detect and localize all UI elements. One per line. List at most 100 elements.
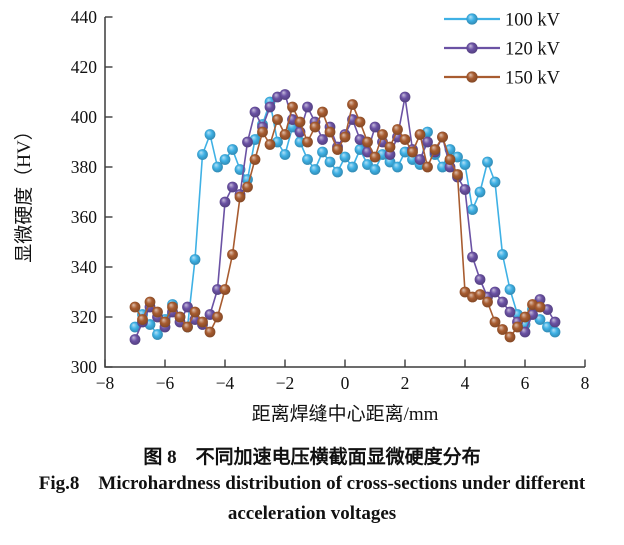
data-point bbox=[377, 129, 388, 140]
data-point bbox=[534, 301, 546, 313]
data-point bbox=[264, 101, 276, 113]
data-point bbox=[152, 329, 163, 340]
data-point bbox=[392, 124, 403, 135]
data-point bbox=[504, 331, 516, 343]
data-point bbox=[549, 326, 561, 338]
series-line bbox=[134, 103, 541, 338]
data-point bbox=[219, 154, 231, 165]
data-point bbox=[422, 136, 433, 148]
x-tick-label: −6 bbox=[156, 373, 175, 393]
caption-chinese: 图 8 不同加速电压横截面显微硬度分布 bbox=[143, 447, 481, 468]
legend-entry-100-kv: 100 kV bbox=[444, 11, 561, 31]
data-point bbox=[264, 139, 276, 150]
data-point bbox=[279, 149, 291, 160]
legend-marker bbox=[466, 42, 478, 54]
data-point bbox=[414, 154, 426, 165]
data-point bbox=[437, 131, 448, 143]
y-tick-label: 360 bbox=[71, 207, 98, 227]
data-point bbox=[489, 316, 501, 328]
data-point bbox=[324, 126, 336, 138]
data-point bbox=[339, 151, 351, 163]
y-tick-label: 320 bbox=[71, 307, 98, 327]
legend-label: 150 kV bbox=[505, 69, 561, 89]
data-point bbox=[212, 311, 223, 323]
data-point bbox=[467, 204, 478, 215]
x-tick-label: −2 bbox=[276, 373, 295, 393]
x-tick-label: 2 bbox=[401, 373, 410, 393]
data-point bbox=[384, 141, 396, 153]
x-tick-label: −8 bbox=[96, 373, 115, 393]
data-point bbox=[332, 166, 343, 178]
data-point bbox=[362, 136, 373, 148]
data-point bbox=[437, 161, 448, 173]
data-point bbox=[422, 161, 433, 173]
data-point bbox=[317, 134, 328, 145]
y-tick-label: 340 bbox=[71, 257, 98, 277]
data-point bbox=[482, 156, 493, 168]
data-point bbox=[369, 151, 381, 163]
legend-entry-150-kv: 150 kV bbox=[444, 69, 561, 89]
data-point bbox=[189, 306, 201, 318]
data-point bbox=[129, 334, 141, 345]
data-point bbox=[354, 116, 366, 128]
data-point bbox=[549, 316, 561, 328]
data-point bbox=[159, 316, 171, 328]
data-point bbox=[392, 161, 403, 173]
data-point bbox=[219, 196, 231, 208]
data-point bbox=[242, 136, 253, 148]
data-point bbox=[474, 289, 486, 300]
data-point bbox=[497, 296, 508, 308]
caption-english-line1: Fig.8 Microhardness distribution of cros… bbox=[38, 473, 586, 494]
data-point bbox=[444, 154, 456, 165]
caption-english-line2: acceleration voltages bbox=[227, 503, 397, 525]
y-tick-label: 300 bbox=[71, 357, 98, 377]
data-point bbox=[504, 284, 516, 295]
data-point bbox=[302, 154, 313, 165]
y-tick-label: 400 bbox=[71, 107, 98, 127]
data-point bbox=[482, 296, 493, 308]
data-point bbox=[302, 101, 313, 113]
data-point bbox=[459, 184, 471, 195]
y-tick-label: 420 bbox=[71, 57, 98, 77]
data-point bbox=[272, 114, 283, 125]
data-point bbox=[309, 121, 321, 133]
x-tick-label: 6 bbox=[521, 373, 530, 393]
data-point bbox=[429, 144, 441, 155]
x-axis-title: 距离焊缝中心距离/mm bbox=[252, 403, 439, 425]
data-point bbox=[174, 311, 186, 323]
data-point bbox=[497, 324, 508, 335]
legend-marker bbox=[466, 13, 478, 25]
data-point bbox=[369, 164, 381, 175]
data-point bbox=[504, 306, 516, 318]
data-point bbox=[452, 169, 463, 180]
data-point bbox=[407, 146, 418, 158]
data-point bbox=[257, 126, 268, 138]
data-point bbox=[227, 181, 238, 193]
series-120-kv bbox=[129, 89, 561, 345]
data-point bbox=[489, 286, 501, 298]
data-point bbox=[242, 181, 253, 193]
data-point bbox=[212, 161, 223, 173]
legend-marker bbox=[466, 71, 478, 83]
data-point bbox=[414, 129, 426, 140]
data-point bbox=[219, 284, 231, 295]
data-point bbox=[302, 136, 313, 148]
data-point bbox=[497, 249, 508, 260]
x-tick-label: 8 bbox=[581, 373, 590, 393]
data-point bbox=[249, 154, 261, 165]
x-tick-label: −4 bbox=[216, 373, 235, 393]
y-tick-label: 440 bbox=[71, 7, 98, 27]
data-point bbox=[399, 91, 411, 103]
data-point bbox=[317, 106, 328, 118]
axes: 300 320 340 360 380 400 420 440 −8 −6 −4 −2 0 2 4 6 8 bbox=[71, 7, 590, 393]
microhardness-chart: 300 320 340 360 380 400 420 440 −8 −6 −4 −2 0 2 4 6 8 距离焊… bbox=[13, 7, 590, 425]
data-point bbox=[294, 136, 306, 148]
data-point bbox=[227, 144, 238, 155]
x-tick-label: 0 bbox=[341, 373, 350, 393]
data-point bbox=[204, 129, 216, 140]
data-point bbox=[227, 249, 238, 260]
data-point bbox=[234, 191, 246, 203]
data-point bbox=[279, 89, 291, 100]
legend: 100 kV 120 kV 150 kV bbox=[444, 11, 561, 89]
